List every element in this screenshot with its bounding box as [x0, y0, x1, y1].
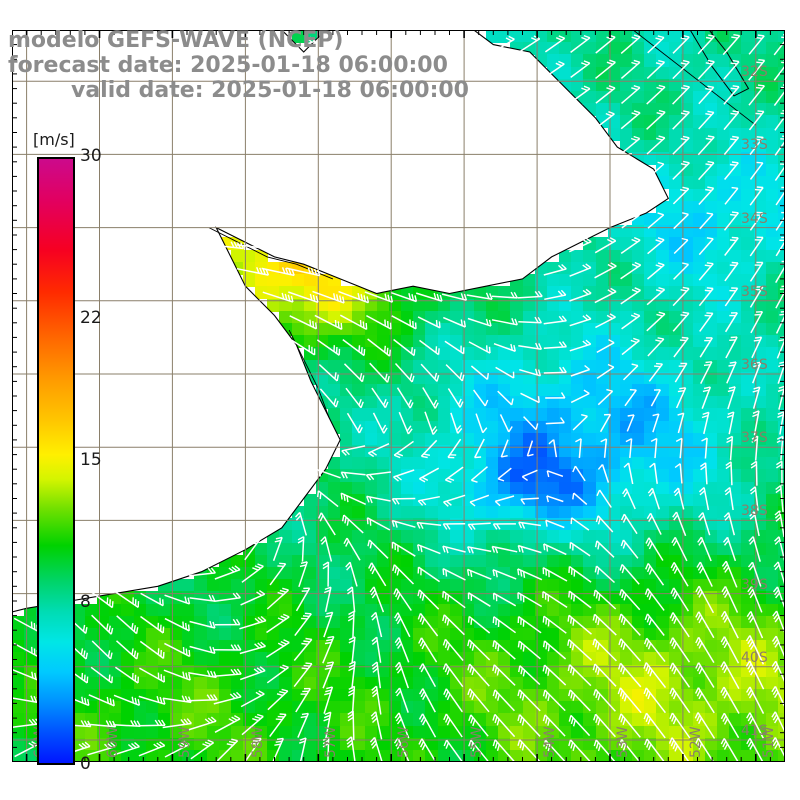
map-plot-area[interactable]: 61W60W59W58W57W56W55W54W53W52W51W32S33S3… [12, 30, 785, 762]
colorbar-tick-label: 22 [80, 308, 102, 329]
lat-label: 36S [741, 357, 768, 373]
land-mask [12, 30, 669, 612]
title-model: modelo GEFS-WAVE (NCEP) [8, 28, 344, 53]
wind-direction-barbs [12, 34, 785, 762]
colorbar-tick-label: 0 [80, 754, 91, 774]
figure-title-block: modelo GEFS-WAVE (NCEP) forecast date: 2… [0, 28, 800, 103]
lat-label: 33S [741, 137, 768, 154]
lat-label: 39S [741, 576, 768, 593]
lat-label: 32S [741, 64, 768, 81]
lat-label: 34S [741, 210, 768, 227]
colorbar-tick-label: 8 [80, 591, 91, 612]
lat-label: 41S [741, 723, 768, 739]
colorbar-gradient [37, 157, 75, 765]
lat-label: 37S [741, 430, 768, 447]
wind-speed-raster [12, 30, 785, 762]
lat-label: 38S [741, 503, 768, 520]
colorbar-tick-label: 30 [80, 146, 102, 166]
colorbar-unit-label: [m/s] [33, 130, 75, 149]
colorbar-tick-label: 15 [80, 450, 102, 470]
lat-label: 35S [741, 283, 768, 300]
graticule-grid [12, 30, 785, 762]
title-forecast-date: forecast date: 2025-01-18 06:00:00 [8, 53, 448, 78]
lat-label: 40S [741, 649, 768, 666]
title-valid-date: valid date: 2025-01-18 06:00:00 [71, 78, 469, 103]
